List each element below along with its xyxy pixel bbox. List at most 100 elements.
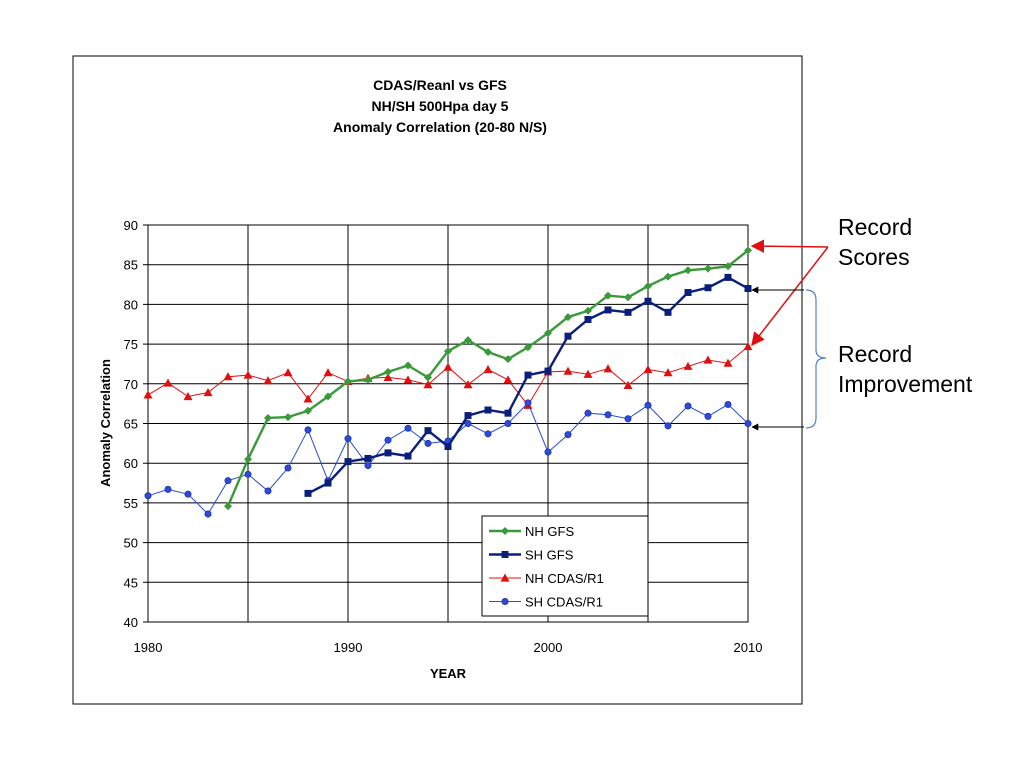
- y-tick-label: 90: [124, 218, 138, 233]
- data-point-nh-cdas-r1: [743, 341, 753, 351]
- data-point-sh-cdas-r1: [724, 400, 732, 408]
- legend-marker-nh-gfs: [501, 527, 509, 535]
- data-point-nh-cdas-r1: [443, 362, 453, 371]
- data-point-sh-gfs: [504, 409, 512, 417]
- legend-marker-sh-gfs: [501, 551, 509, 558]
- record-scores-arrow-bottom: [751, 246, 829, 347]
- y-tick-label: 75: [124, 337, 138, 352]
- data-point-nh-gfs: [304, 406, 312, 415]
- data-point-nh-cdas-r1: [703, 355, 713, 364]
- legend-label-sh-cdas-r1: SH CDAS/R1: [525, 595, 603, 610]
- series-sh-cdas-r1: [144, 399, 752, 518]
- data-point-nh-gfs: [564, 313, 572, 322]
- data-point-nh-gfs: [484, 348, 492, 357]
- data-point-sh-gfs: [584, 315, 592, 323]
- data-point-nh-gfs: [604, 291, 612, 300]
- data-point-sh-cdas-r1: [244, 470, 252, 478]
- data-point-sh-gfs: [644, 297, 652, 305]
- data-point-nh-gfs: [584, 306, 592, 315]
- data-point-sh-cdas-r1: [604, 411, 612, 419]
- data-point-sh-cdas-r1: [484, 430, 492, 438]
- series-sh-gfs: [304, 273, 752, 497]
- data-point-nh-gfs: [444, 347, 452, 356]
- data-point-sh-gfs: [604, 306, 612, 314]
- data-point-nh-gfs: [344, 377, 352, 386]
- data-point-nh-cdas-r1: [403, 375, 413, 384]
- data-point-nh-cdas-r1: [663, 368, 673, 377]
- data-point-nh-cdas-r1: [303, 394, 313, 403]
- data-point-nh-gfs: [324, 392, 332, 401]
- data-point-sh-cdas-r1: [564, 431, 572, 439]
- chart-title-line-1: CDAS/Reanl vs GFS: [373, 77, 507, 93]
- data-point-sh-gfs: [344, 458, 352, 466]
- data-point-nh-cdas-r1: [643, 365, 653, 374]
- y-tick-label: 50: [124, 536, 138, 551]
- chart-title-line-2: NH/SH 500Hpa day 5: [372, 98, 509, 114]
- x-tick-label: 2010: [734, 640, 763, 655]
- data-point-sh-cdas-r1: [364, 462, 372, 470]
- data-point-nh-gfs: [284, 413, 292, 422]
- data-point-sh-gfs: [424, 427, 432, 435]
- x-tick-label: 2000: [534, 640, 563, 655]
- data-point-nh-cdas-r1: [623, 380, 633, 389]
- data-point-sh-gfs: [364, 454, 372, 462]
- data-point-sh-gfs: [464, 412, 472, 420]
- data-point-sh-cdas-r1: [424, 439, 432, 447]
- data-point-sh-cdas-r1: [584, 409, 592, 417]
- data-point-sh-gfs: [724, 273, 732, 281]
- data-point-nh-gfs: [744, 246, 752, 255]
- data-point-sh-gfs: [484, 406, 492, 414]
- legend-box: [481, 515, 649, 617]
- record-improvement-brace: [805, 289, 827, 429]
- y-tick-label: 60: [124, 456, 138, 471]
- data-point-nh-gfs: [724, 262, 732, 271]
- data-point-sh-cdas-r1: [644, 401, 652, 409]
- data-point-sh-cdas-r1: [144, 492, 152, 500]
- data-point-nh-gfs: [244, 455, 252, 464]
- x-tick-label: 1980: [134, 640, 163, 655]
- data-point-nh-gfs: [404, 361, 412, 370]
- data-point-nh-gfs: [524, 343, 532, 352]
- data-point-sh-gfs: [444, 443, 452, 451]
- y-tick-label: 40: [124, 615, 138, 630]
- record-scores-label-line-2: Scores: [838, 244, 910, 270]
- data-point-nh-cdas-r1: [183, 392, 193, 401]
- data-point-sh-gfs: [404, 452, 412, 460]
- data-point-sh-cdas-r1: [344, 435, 352, 443]
- x-axis-title: YEAR: [430, 666, 467, 681]
- data-point-sh-gfs: [524, 371, 532, 379]
- data-point-nh-cdas-r1: [283, 368, 293, 377]
- data-point-nh-gfs: [504, 355, 512, 364]
- data-point-sh-gfs: [384, 449, 392, 457]
- record-scores-arrow-top: [750, 239, 829, 253]
- data-point-sh-cdas-r1: [624, 415, 632, 423]
- data-point-sh-cdas-r1: [664, 422, 672, 430]
- x-tick-label: 1990: [334, 640, 363, 655]
- data-point-sh-cdas-r1: [704, 412, 712, 420]
- data-point-sh-cdas-r1: [164, 485, 172, 493]
- data-point-sh-gfs: [704, 284, 712, 292]
- data-point-nh-gfs: [684, 266, 692, 275]
- data-point-sh-cdas-r1: [224, 477, 232, 485]
- data-point-nh-cdas-r1: [203, 388, 213, 397]
- y-tick-label: 55: [124, 496, 138, 511]
- x-axis-tick-labels: 1980 1990 2000 2010: [134, 640, 763, 655]
- data-point-sh-gfs: [664, 308, 672, 316]
- data-point-sh-cdas-r1: [544, 448, 552, 456]
- series-layer: [143, 246, 753, 518]
- data-point-nh-gfs: [624, 293, 632, 302]
- legend-label-nh-gfs: NH GFS: [525, 524, 574, 539]
- y-axis-title: Anomaly Correlation: [98, 359, 113, 487]
- chart-title-line-3: Anomaly Correlation (20-80 N/S): [333, 119, 547, 135]
- data-point-sh-cdas-r1: [684, 402, 692, 410]
- data-point-sh-cdas-r1: [284, 464, 292, 472]
- legend-marker-sh-cdas-r1: [501, 597, 509, 605]
- data-point-nh-gfs: [664, 272, 672, 281]
- data-point-sh-gfs: [684, 288, 692, 296]
- data-point-nh-gfs: [264, 413, 272, 422]
- data-point-nh-cdas-r1: [243, 370, 253, 379]
- y-tick-label: 85: [124, 258, 138, 273]
- data-point-nh-gfs: [544, 328, 552, 337]
- data-point-nh-cdas-r1: [603, 364, 613, 373]
